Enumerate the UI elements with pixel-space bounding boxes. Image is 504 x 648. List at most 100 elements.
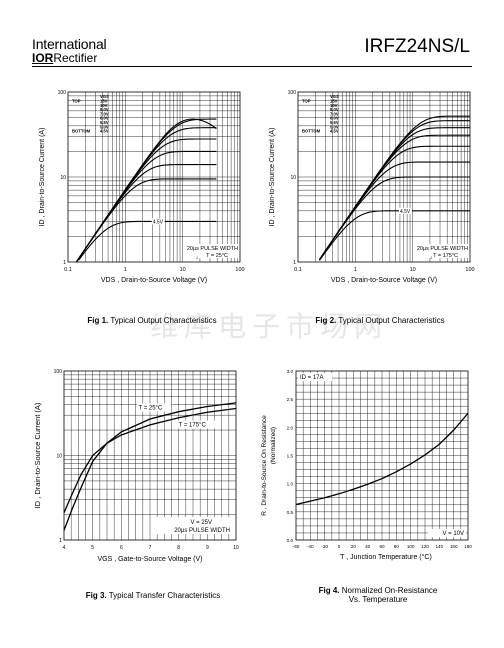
fig1-caption: Fig 1. Typical Output Characteristics (62, 316, 242, 325)
fig2-legend-entry: 5.0V (330, 124, 339, 129)
fig1-x-tick-label: 100 (235, 267, 244, 273)
fig3-x-tick-label: 7 (149, 545, 152, 551)
fig4-caption-text-1: Normalized On-Resistance (341, 586, 438, 595)
fig1-legend-bottom: BOTTOM (72, 129, 91, 134)
fig1-legend-entry: 6.0V (100, 116, 109, 121)
fig3-x-axis-label: VGS , Gate-to-Source Voltage (V) (97, 556, 202, 563)
fig2-curve (319, 145, 470, 260)
fig3-caption-number: Fig 3. (85, 591, 107, 600)
fig4-y-axis-label: R , Drain-to-Source On Resistance (261, 415, 268, 516)
fig4-y-axis-label-2: (Normalized) (270, 427, 277, 464)
fig4-caption-text-2: Vs. Temperature (348, 595, 408, 604)
fig4-annotation-id: ID = 17A (300, 375, 324, 381)
fig2-curve-label: 4.5V (400, 209, 411, 215)
fig2-y-tick-label: 10 (290, 175, 296, 181)
fig1-legend-entry: 8.0V (100, 107, 109, 112)
fig2-y-tick-label: 100 (288, 90, 297, 96)
fig3-x-tick-label: 10 (233, 545, 239, 551)
fig1-legend-entry: 15V (100, 99, 108, 104)
fig2-legend-entry: 7.0V (330, 111, 339, 116)
fig1-x-tick-label: 0.1 (64, 267, 72, 273)
fig4-x-tick-label: 140 (435, 544, 443, 549)
fig1-caption-text: Typical Output Characteristics (110, 316, 217, 325)
fig4-y-tick-label: 1.5 (287, 454, 294, 459)
fig2-annotation-temp: T = 175°C (433, 253, 458, 259)
fig4-x-tick-label: -20 (321, 544, 328, 549)
fig4-x-tick-label: -40 (307, 544, 314, 549)
fig4-x-tick-label: 100 (407, 544, 415, 549)
fig4-y-tick-label: 0.0 (287, 538, 294, 543)
fig1-caption-number: Fig 1. (87, 316, 109, 325)
fig4-x-tick-label: -60 (293, 544, 300, 549)
fig3-x-tick-label: 9 (206, 545, 209, 551)
fig2-curve (319, 127, 470, 260)
fig1-legend-top: TOP (72, 99, 81, 104)
fig1-annotation-temp: T = 25°C (206, 253, 228, 259)
fig3-label-bg (137, 403, 172, 412)
fig1-annotation-subscript: J (196, 256, 198, 260)
fig2-legend-top: TOP (302, 99, 311, 104)
fig4-x-tick-label: 60 (379, 544, 385, 549)
fig4-x-tick-label: 180 (464, 544, 472, 549)
fig1-y-axis-label: ID , Drain-to-Source Current (A) (39, 128, 46, 227)
fig4-curve (295, 412, 469, 506)
fig2-curve (319, 134, 470, 260)
fig3-label-bg (177, 420, 216, 429)
fig2-legend-entry: 5.5V (330, 120, 339, 125)
fig4-y-tick-label: 2.5 (287, 397, 294, 402)
fig2-annotation-subscript: J (430, 256, 432, 260)
fig4-x-tick-label: 40 (365, 544, 371, 549)
fig3-series-label-175c: T = 175°C (179, 423, 207, 429)
fig4-x-tick-label: 0 (338, 544, 341, 549)
fig3-annotation-bg (154, 517, 232, 534)
part-number: IRFZ24NS/L (364, 36, 470, 57)
fig4-frame (295, 370, 469, 541)
fig2-legend-entry: 6.0V (330, 116, 339, 121)
fig1-curve-label-bg (151, 218, 165, 225)
fig3-x-tick-label: 5 (91, 545, 94, 551)
watermark-text: 维库电子市场网 (150, 311, 389, 342)
fig1-legend-entry: 7.0V (100, 111, 109, 116)
fig2-y-axis-label: ID , Drain-to-Source Current (A) (269, 128, 276, 227)
fig2-caption: Fig 2. Typical Output Characteristics (290, 316, 470, 325)
fig1-legend-entry: 5.0V (100, 124, 109, 129)
fig2-curve (319, 115, 470, 260)
fig2-curve-label-bg (398, 207, 412, 214)
fig3-y-tick-label: 100 (54, 369, 63, 375)
fig3-annotation-pulse: 20µs PULSE WIDTH (174, 528, 230, 534)
fig2-x-tick-label: 1 (354, 267, 357, 273)
fig2-x-tick-label: 0.1 (294, 267, 302, 273)
fig2-caption-text: Typical Output Characteristics (338, 316, 445, 325)
fig1-x-tick-label: 1 (124, 267, 127, 273)
fig3-annotation-vds: V = 25V (190, 520, 212, 526)
fig2-legend-entry: 15V (330, 99, 338, 104)
fig2-caption-number: Fig 2. (315, 316, 337, 325)
fig1-legend-header: VGS (100, 94, 109, 99)
fig1-curve (76, 127, 217, 262)
fig2-x-tick-label: 100 (465, 267, 474, 273)
fig4-annotation-vgs: V = 10V (442, 531, 464, 537)
fig3-chart: 4 5 6 7 8 9 10 1 10 100 VGS , Gate-to-Source Volta… (33, 369, 239, 563)
fig2-legend-entry: 8.0V (330, 107, 339, 112)
fig1-annotation-pulse: 20µs PULSE WIDTH (187, 246, 238, 252)
fig1-curve (76, 118, 217, 262)
fig4-y-tick-label: 1.0 (287, 482, 294, 487)
fig3-curve (63, 407, 237, 514)
fig2-x-axis-label: VDS , Drain-to-Source Voltage (V) (331, 277, 437, 284)
fig2-legend-entry: 4.5V (330, 129, 339, 134)
fig4-y-tick-label: 2.0 (287, 425, 294, 430)
company-name-line2: IORRectifier (32, 51, 97, 65)
fig4-x-axis-label: T , Junction Temperature (°C) (340, 553, 432, 561)
company-logo: IOR (32, 51, 54, 65)
fig3-y-tick-label: 10 (56, 454, 62, 460)
fig3-frame (63, 370, 237, 541)
company-name-rest: Rectifier (53, 51, 98, 65)
fig1-x-tick-label: 10 (180, 267, 186, 273)
fig1-y-tick-label: 100 (58, 90, 67, 96)
fig1-legend-entry: 5.5V (100, 120, 109, 125)
fig3-curve (63, 402, 237, 531)
fig3-x-tick-label: 8 (177, 545, 180, 551)
